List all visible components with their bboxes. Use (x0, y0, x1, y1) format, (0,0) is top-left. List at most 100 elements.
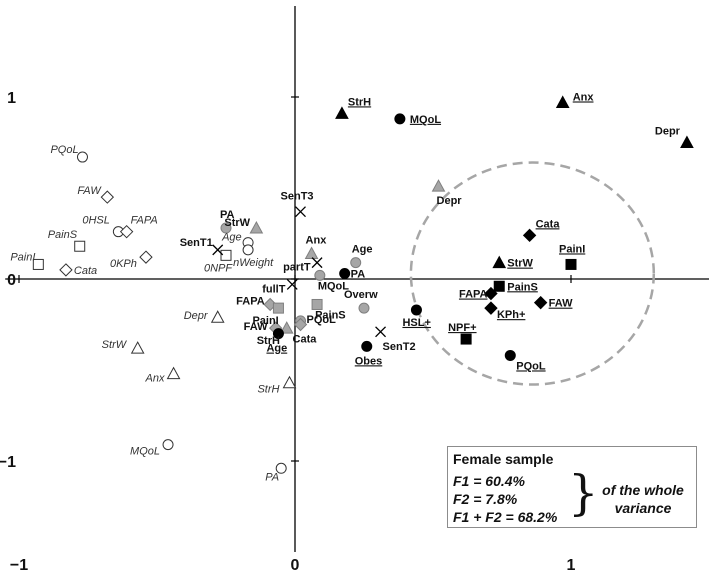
point-fullt-51 (286, 279, 298, 290)
point-pa-13 (275, 462, 287, 474)
point-strw-39 (492, 255, 507, 269)
point-label-depr-8: Depr (184, 310, 209, 322)
point-paini-38 (565, 258, 577, 270)
point-label-cata-28: Cata (293, 334, 318, 346)
point-label-sent3-48: SenT3 (281, 191, 314, 203)
point-label-mqol-34: MQoL (410, 114, 441, 126)
point-label-hsl-44: HSL+ (402, 317, 430, 329)
point-mqol-34 (394, 113, 406, 125)
point-overw-29 (358, 302, 370, 314)
point-label-kph-43: KPh+ (497, 309, 525, 321)
point-mqol-21 (314, 269, 326, 281)
point-label-pqol-27: PQoL (307, 314, 337, 326)
cluster-ellipse-layer (409, 161, 656, 386)
point-fapa-41 (484, 286, 498, 301)
point-strw-18 (249, 220, 264, 234)
point-label-faw-1: FAW (77, 185, 102, 197)
point-label-paini-38: PainI (559, 243, 585, 255)
y-tick-label-1: 0 (7, 272, 16, 289)
point-strh-33 (335, 106, 349, 119)
point-kph-43 (484, 301, 498, 315)
point-label-strh-33: StrH (348, 96, 371, 108)
point-pains-24 (311, 298, 323, 310)
legend-note-line2: variance (614, 500, 672, 516)
point-label-faw-25: FAW (244, 321, 268, 333)
point-label-overw-29: Overw (344, 289, 378, 301)
legend-f1f2: F1 + F2 = 68.2% (453, 509, 558, 525)
x-tick-label-0: −1 (10, 557, 28, 574)
point-label-faw-42: FAW (549, 298, 573, 310)
point-label-pqol-0: PQoL (50, 144, 78, 156)
point-label-strw-9: StrW (102, 339, 128, 351)
point-label-age-14: Age (221, 232, 242, 244)
point-age-20 (350, 257, 362, 269)
legend-title: Female sample (453, 451, 554, 467)
point-label-anx-19: Anx (306, 235, 328, 247)
point-label-fapa-22: FAPA (236, 295, 265, 307)
point-label-fapa-3: FAPA (131, 215, 158, 227)
point-anx-19 (304, 246, 319, 260)
point-label-pa-17: PA (220, 209, 235, 221)
cross-stroke-b (212, 244, 224, 256)
y-tick-label-0: 1 (7, 90, 16, 107)
point-paini-6 (32, 258, 44, 270)
point-pqol-0 (76, 151, 88, 163)
point-strw-9 (130, 341, 145, 354)
point-label-age-31: Age (266, 343, 287, 355)
point-label-mqol-12: MQoL (130, 446, 160, 458)
x-tick-label-2: 1 (567, 557, 576, 574)
point-label-mqol-21: MQoL (318, 280, 349, 292)
point-label-strh-26: StrH (257, 335, 280, 347)
point-label-pains-4: PainS (48, 229, 78, 241)
point-sent2-52 (375, 326, 387, 338)
point-depr-36 (680, 135, 694, 148)
point-depr-30 (431, 179, 446, 192)
cross-stroke-b (295, 206, 306, 218)
point-strh-11 (282, 375, 297, 389)
point-label-npf-45: NPF+ (448, 322, 476, 334)
point-fapa-3 (119, 224, 134, 239)
point-cata-28 (293, 317, 308, 332)
point-strh-26 (279, 321, 294, 334)
legend-note-line1: of the whole (602, 482, 684, 498)
point-depr-8 (210, 310, 225, 323)
point-label-nweight-16: nWeight (233, 257, 274, 269)
point-age-31 (272, 328, 284, 340)
point-label-pa-13: PA (265, 471, 279, 483)
point-label-anx-35: Anx (573, 91, 595, 103)
point-sent3-48 (295, 206, 306, 218)
point-label-fullt-51: fullT (262, 283, 285, 295)
point-label-cata-7: Cata (74, 265, 97, 277)
variance-legend: Female sample F1 = 60.4% F2 = 7.8% F1 + … (447, 446, 697, 528)
point-paini-23 (272, 302, 284, 314)
point-cata-37 (522, 228, 537, 243)
point-label-depr-30: Depr (437, 195, 463, 207)
point-pqol-46 (504, 349, 516, 361)
point-partt-50 (311, 257, 323, 269)
x-tick-label-1: 0 (291, 557, 300, 574)
point-label-0npf-15: 0NPF (204, 262, 233, 274)
point-npf-45 (460, 333, 472, 345)
point-label-cata-37: Cata (536, 218, 561, 230)
point-hsl-44 (410, 304, 422, 316)
point-pains-4 (74, 240, 86, 252)
point-faw-42 (533, 295, 548, 310)
point-pains-40 (493, 280, 505, 292)
point-label-paini-23: PainI (252, 315, 278, 327)
cluster-ellipse (409, 161, 656, 386)
point-label-sent1-49: SenT1 (180, 237, 213, 249)
point-label-anx-10: Anx (145, 373, 165, 385)
point-pa-32 (339, 268, 351, 280)
y-tick-label-2: −1 (0, 454, 16, 471)
labels-layer: PQoL FAW 0HSL FAPA PainS 0KPh PainI Cata Depr Str… (10, 91, 680, 483)
point-label-strh-11: StrH (257, 384, 279, 396)
point-0kph-5 (139, 250, 153, 264)
point-pa-17 (220, 222, 232, 234)
point-label-0hsl-2: 0HSL (82, 215, 110, 227)
point-anx-10 (166, 366, 181, 380)
point-label-pqol-46: PQoL (516, 360, 546, 372)
point-label-pa-32: PA (351, 269, 366, 281)
point-label-0kph-5: 0KPh (110, 258, 137, 270)
point-cata-7 (59, 263, 73, 277)
legend-f1: F1 = 60.4% (453, 473, 525, 489)
